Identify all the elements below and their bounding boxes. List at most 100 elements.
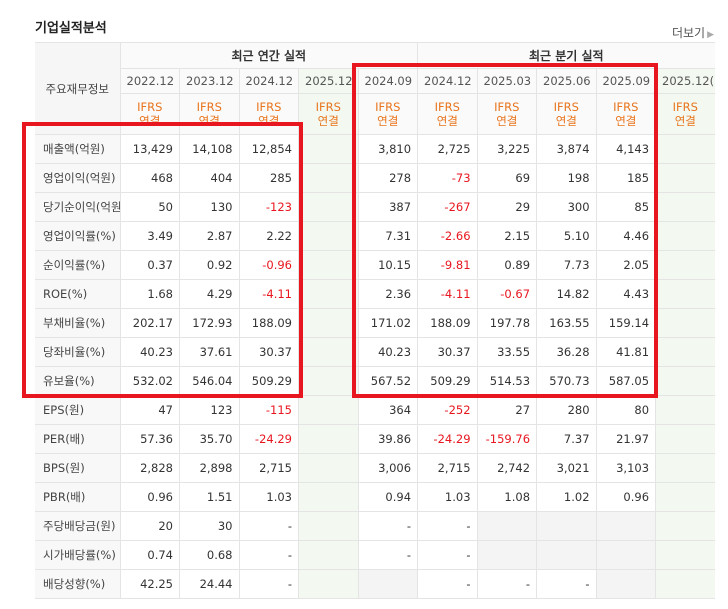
value-cell: 21.97 bbox=[595, 424, 657, 454]
period-header: 2023.12 bbox=[179, 68, 240, 94]
data-row: 당기순이익(억원) 50 130 -123 387 -267 29 300 85 bbox=[35, 192, 715, 222]
standard-text: IFRS bbox=[672, 100, 698, 114]
value-cell: 36.28 bbox=[536, 337, 597, 367]
data-row: PER(배) 57.36 35.70 -24.29 39.86 -24.29 -159.76… bbox=[35, 424, 715, 454]
value-cell: 123 bbox=[179, 395, 240, 425]
value-cell: 30.37 bbox=[417, 337, 478, 367]
value-cell: -0.67 bbox=[476, 279, 538, 309]
value-cell: - bbox=[357, 511, 419, 541]
data-row: 영업이익(억원) 468 404 285 278 -73 69 198 185 bbox=[35, 163, 715, 193]
value-cell: 0.94 bbox=[357, 482, 419, 512]
value-cell: 3,006 bbox=[357, 453, 419, 483]
value-cell: 7.37 bbox=[536, 424, 597, 454]
value-cell: 0.96 bbox=[595, 482, 657, 512]
standard-text: IFRS bbox=[553, 100, 579, 114]
value-cell: 0.89 bbox=[476, 250, 538, 280]
value-cell: 0.37 bbox=[119, 250, 180, 280]
value-cell: - bbox=[476, 569, 538, 599]
empty-cell bbox=[536, 511, 597, 541]
empty-cell bbox=[298, 482, 359, 512]
value-cell: -159.76 bbox=[476, 424, 538, 454]
more-arrow[interactable]: ▶ bbox=[707, 30, 714, 40]
empty-cell bbox=[298, 308, 359, 338]
period-header: 2025.09 bbox=[595, 68, 657, 94]
standard-row: IFRS 연결 IFRS 연결 IFRS 연결 IFRS 연결 IFRS 연결 IFRS 연결 IFRS… bbox=[35, 93, 715, 135]
data-row: 주당배당금(원) 20 30- - - bbox=[35, 511, 715, 541]
row-label: EPS(원) bbox=[35, 395, 121, 425]
row-label: 영업이익(억원) bbox=[35, 163, 121, 193]
value-cell: 1.02 bbox=[536, 482, 597, 512]
value-cell: 50 bbox=[119, 192, 180, 222]
value-cell: 2,898 bbox=[179, 453, 240, 483]
empty-cell bbox=[298, 424, 359, 454]
value-cell: 3,874 bbox=[536, 134, 597, 164]
standard-text: IFRS bbox=[613, 100, 639, 114]
standard-text: IFRS bbox=[494, 100, 520, 114]
value-cell: 47 bbox=[119, 395, 180, 425]
more-link[interactable]: 더보기 ▶ bbox=[672, 24, 714, 41]
value-cell: 3,021 bbox=[536, 453, 597, 483]
value-cell: 285 bbox=[238, 163, 299, 193]
standard-text: IFRS bbox=[434, 100, 460, 114]
standard-text: 연결 bbox=[436, 114, 458, 128]
value-cell: - bbox=[238, 511, 299, 541]
empty-cell bbox=[655, 366, 715, 396]
standard-header: IFRS 연결 bbox=[536, 93, 597, 135]
section-title: 기업실적분석 bbox=[35, 21, 107, 36]
empty-cell bbox=[655, 511, 715, 541]
empty-cell bbox=[298, 250, 359, 280]
value-cell: 1.03 bbox=[417, 482, 478, 512]
data-row: 시가배당률(%) 0.74 0.68- - - bbox=[35, 540, 715, 570]
value-cell: 2,742 bbox=[476, 453, 538, 483]
empty-cell bbox=[655, 453, 715, 483]
value-cell: 4.29 bbox=[179, 279, 240, 309]
period-header: 2024.09 bbox=[357, 68, 419, 94]
standard-header: IFRS 연결 bbox=[357, 93, 419, 135]
value-cell: 12,854 bbox=[238, 134, 299, 164]
row-label: 부채비율(%) bbox=[35, 308, 121, 338]
value-cell: 514.53 bbox=[476, 366, 538, 396]
data-row: BPS(원) 2,828 2,898 2,715 3,006 2,715 2,742 3,02… bbox=[35, 453, 715, 483]
value-cell: -267 bbox=[417, 192, 478, 222]
period-header: 2024.12 bbox=[417, 68, 478, 94]
standard-text: 연결 bbox=[555, 114, 577, 128]
value-cell: - bbox=[238, 569, 299, 599]
row-label: 시가배당률(%) bbox=[35, 540, 121, 570]
value-cell: 1.51 bbox=[179, 482, 240, 512]
value-cell: -73 bbox=[417, 163, 478, 193]
value-cell: 0.74 bbox=[119, 540, 180, 570]
period-header: 2022.12 bbox=[120, 68, 180, 94]
value-cell: -252 bbox=[417, 395, 478, 425]
value-cell: 188.09 bbox=[238, 308, 299, 338]
row-label: 매출액(억원) bbox=[35, 134, 121, 164]
row-label: PER(배) bbox=[35, 424, 121, 454]
row-label: PBR(배) bbox=[35, 482, 121, 512]
value-cell: 364 bbox=[357, 395, 419, 425]
empty-cell bbox=[536, 540, 597, 570]
standard-text: 연결 bbox=[615, 114, 637, 128]
data-row: PBR(배) 0.96 1.51 1.03 0.94 1.03 1.08 1.02 0.96 bbox=[35, 482, 715, 512]
standard-header: IFRS 연결 bbox=[179, 93, 240, 135]
corner-label: 주요재무정보 bbox=[35, 42, 121, 135]
empty-cell bbox=[298, 192, 359, 222]
value-cell: 404 bbox=[179, 163, 240, 193]
value-cell: 13,429 bbox=[119, 134, 180, 164]
more-text[interactable]: 더보기 bbox=[671, 26, 706, 40]
empty-cell bbox=[655, 250, 715, 280]
empty-cell bbox=[655, 134, 715, 164]
row-label: ROE(%) bbox=[35, 279, 121, 309]
value-cell: 197.78 bbox=[476, 308, 538, 338]
data-row: 순이익률(%) 0.37 0.92 -0.96 10.15 -9.81 0.89 7.73 2.… bbox=[35, 250, 715, 280]
empty-cell bbox=[655, 163, 715, 193]
value-cell: 300 bbox=[536, 192, 597, 222]
row-label: 주당배당금(원) bbox=[35, 511, 121, 541]
value-cell: 7.31 bbox=[357, 221, 419, 251]
value-cell: 2,725 bbox=[417, 134, 478, 164]
value-cell: 2.36 bbox=[357, 279, 419, 309]
value-cell: 20 bbox=[119, 511, 180, 541]
value-cell: -24.29 bbox=[417, 424, 478, 454]
value-cell: 509.29 bbox=[417, 366, 478, 396]
standard-header: IFRS 연결 bbox=[417, 93, 478, 135]
data-row: 영업이익률(%) 3.49 2.87 2.22 7.31 -2.66 2.15 5.10 4.4… bbox=[35, 221, 715, 251]
